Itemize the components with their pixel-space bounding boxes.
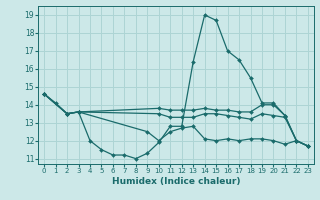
X-axis label: Humidex (Indice chaleur): Humidex (Indice chaleur) bbox=[112, 177, 240, 186]
